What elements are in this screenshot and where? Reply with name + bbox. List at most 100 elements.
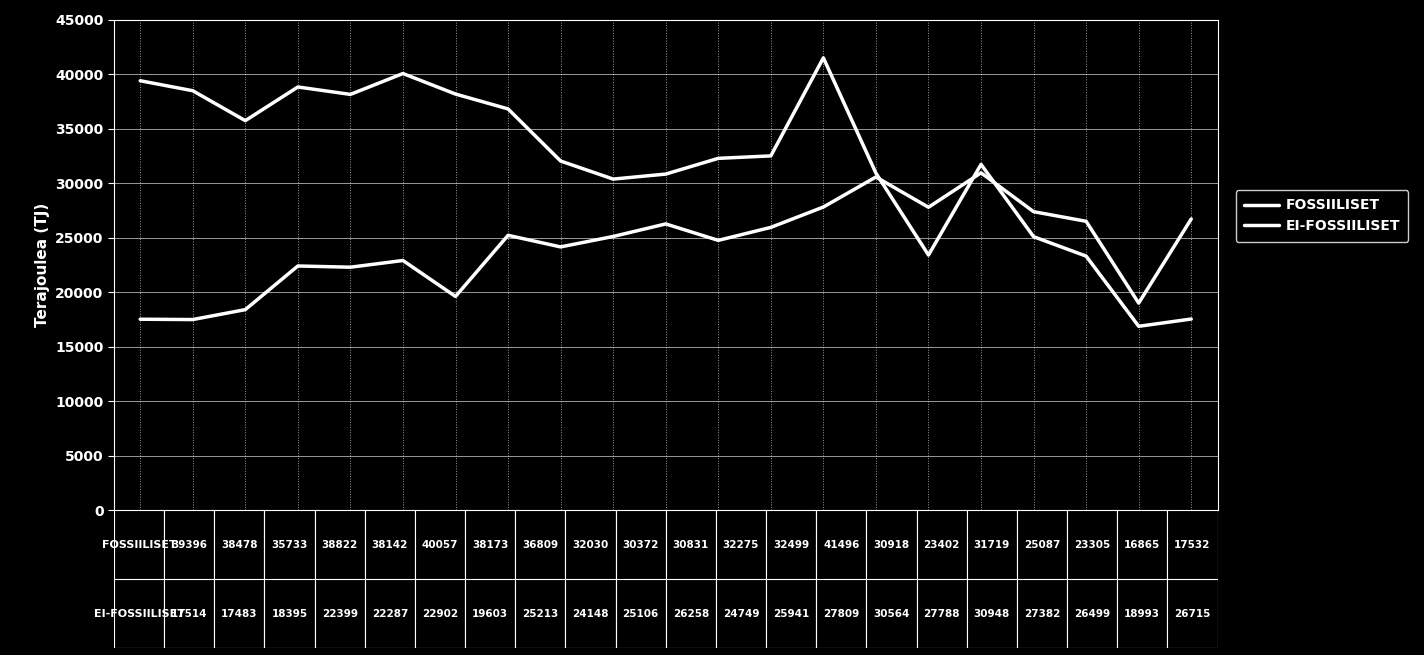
EI-FOSSIILISET bbox=[815, 203, 832, 211]
EI-FOSSIILISET bbox=[658, 220, 675, 228]
Bar bbox=[515, 510, 565, 579]
Bar bbox=[766, 579, 816, 648]
Text: 25941: 25941 bbox=[773, 609, 809, 619]
EI-FOSSIILISET bbox=[342, 263, 359, 271]
Text: 27382: 27382 bbox=[1024, 609, 1059, 619]
Bar bbox=[315, 579, 365, 648]
Text: FOSSIILISET: FOSSIILISET bbox=[101, 540, 177, 550]
FOSSIILISET bbox=[553, 157, 570, 165]
Bar bbox=[816, 579, 866, 648]
Line: EI-FOSSIILISET: EI-FOSSIILISET bbox=[140, 173, 1192, 320]
Text: 30831: 30831 bbox=[672, 540, 709, 550]
Text: 40057: 40057 bbox=[422, 540, 459, 550]
Bar bbox=[967, 579, 1017, 648]
Bar bbox=[1017, 579, 1067, 648]
FOSSIILISET bbox=[447, 90, 464, 98]
Bar bbox=[866, 510, 917, 579]
EI-FOSSIILISET bbox=[1131, 299, 1148, 307]
FOSSIILISET bbox=[762, 152, 779, 160]
EI-FOSSIILISET bbox=[289, 262, 306, 270]
FOSSIILISET bbox=[1025, 233, 1042, 240]
Text: 17483: 17483 bbox=[221, 609, 258, 619]
Text: 30372: 30372 bbox=[622, 540, 659, 550]
FOSSIILISET bbox=[131, 77, 148, 84]
FOSSIILISET bbox=[1078, 252, 1095, 260]
Bar bbox=[114, 510, 164, 579]
Text: 19603: 19603 bbox=[473, 609, 508, 619]
Bar bbox=[515, 579, 565, 648]
Y-axis label: Terajoulea (TJ): Terajoulea (TJ) bbox=[34, 203, 50, 327]
Bar bbox=[1017, 510, 1067, 579]
FOSSIILISET bbox=[1131, 322, 1148, 330]
FOSSIILISET bbox=[709, 155, 726, 162]
Bar bbox=[866, 579, 917, 648]
Text: 22399: 22399 bbox=[322, 609, 357, 619]
EI-FOSSIILISET bbox=[1078, 217, 1095, 225]
Bar bbox=[1118, 510, 1168, 579]
Text: 31719: 31719 bbox=[974, 540, 1010, 550]
Bar bbox=[315, 510, 365, 579]
FOSSIILISET bbox=[973, 160, 990, 168]
Text: 27809: 27809 bbox=[823, 609, 860, 619]
Text: 24749: 24749 bbox=[723, 609, 759, 619]
FOSSIILISET bbox=[605, 175, 622, 183]
Text: 18395: 18395 bbox=[272, 609, 308, 619]
Text: 24148: 24148 bbox=[572, 609, 608, 619]
Text: 36809: 36809 bbox=[523, 540, 558, 550]
FOSSIILISET bbox=[394, 69, 412, 77]
Bar bbox=[716, 510, 766, 579]
FOSSIILISET bbox=[500, 105, 517, 113]
Text: 26499: 26499 bbox=[1074, 609, 1111, 619]
FOSSIILISET bbox=[289, 83, 306, 91]
EI-FOSSIILISET bbox=[553, 243, 570, 251]
Text: EI-FOSSIILISET: EI-FOSSIILISET bbox=[94, 609, 185, 619]
EI-FOSSIILISET bbox=[500, 231, 517, 239]
FOSSIILISET bbox=[867, 169, 884, 177]
Bar bbox=[365, 510, 414, 579]
Text: 38822: 38822 bbox=[322, 540, 357, 550]
Bar bbox=[466, 510, 515, 579]
Bar bbox=[164, 510, 214, 579]
Legend: FOSSIILISET, EI-FOSSIILISET: FOSSIILISET, EI-FOSSIILISET bbox=[1236, 190, 1408, 242]
Text: 30948: 30948 bbox=[974, 609, 1010, 619]
Text: 18993: 18993 bbox=[1125, 609, 1161, 619]
Bar bbox=[615, 579, 665, 648]
Text: 22287: 22287 bbox=[372, 609, 409, 619]
Text: 32275: 32275 bbox=[723, 540, 759, 550]
Bar bbox=[1168, 579, 1218, 648]
Bar bbox=[214, 510, 265, 579]
EI-FOSSIILISET bbox=[973, 169, 990, 177]
EI-FOSSIILISET bbox=[1183, 215, 1200, 223]
FOSSIILISET bbox=[1183, 315, 1200, 323]
Bar bbox=[917, 579, 967, 648]
Text: 25106: 25106 bbox=[622, 609, 659, 619]
Bar bbox=[967, 510, 1017, 579]
Text: 30564: 30564 bbox=[873, 609, 910, 619]
Bar bbox=[615, 510, 665, 579]
Text: 26258: 26258 bbox=[672, 609, 709, 619]
Bar bbox=[716, 579, 766, 648]
EI-FOSSIILISET bbox=[762, 223, 779, 231]
FOSSIILISET bbox=[342, 90, 359, 98]
Text: 30918: 30918 bbox=[873, 540, 910, 550]
Bar bbox=[265, 510, 315, 579]
Bar bbox=[414, 579, 466, 648]
Bar bbox=[265, 579, 315, 648]
Text: 23402: 23402 bbox=[923, 540, 960, 550]
Text: 32030: 32030 bbox=[572, 540, 608, 550]
FOSSIILISET bbox=[920, 251, 937, 259]
Bar bbox=[816, 510, 866, 579]
EI-FOSSIILISET bbox=[236, 306, 253, 314]
Text: 38173: 38173 bbox=[471, 540, 508, 550]
Text: 17514: 17514 bbox=[171, 609, 208, 619]
FOSSIILISET bbox=[184, 87, 201, 95]
Bar bbox=[565, 579, 615, 648]
Text: 38142: 38142 bbox=[372, 540, 409, 550]
Text: 23305: 23305 bbox=[1074, 540, 1111, 550]
Bar bbox=[665, 579, 716, 648]
Text: 25213: 25213 bbox=[523, 609, 558, 619]
Bar bbox=[1067, 579, 1118, 648]
Text: 17532: 17532 bbox=[1175, 540, 1210, 550]
Text: 27788: 27788 bbox=[923, 609, 960, 619]
Line: FOSSIILISET: FOSSIILISET bbox=[140, 58, 1192, 326]
